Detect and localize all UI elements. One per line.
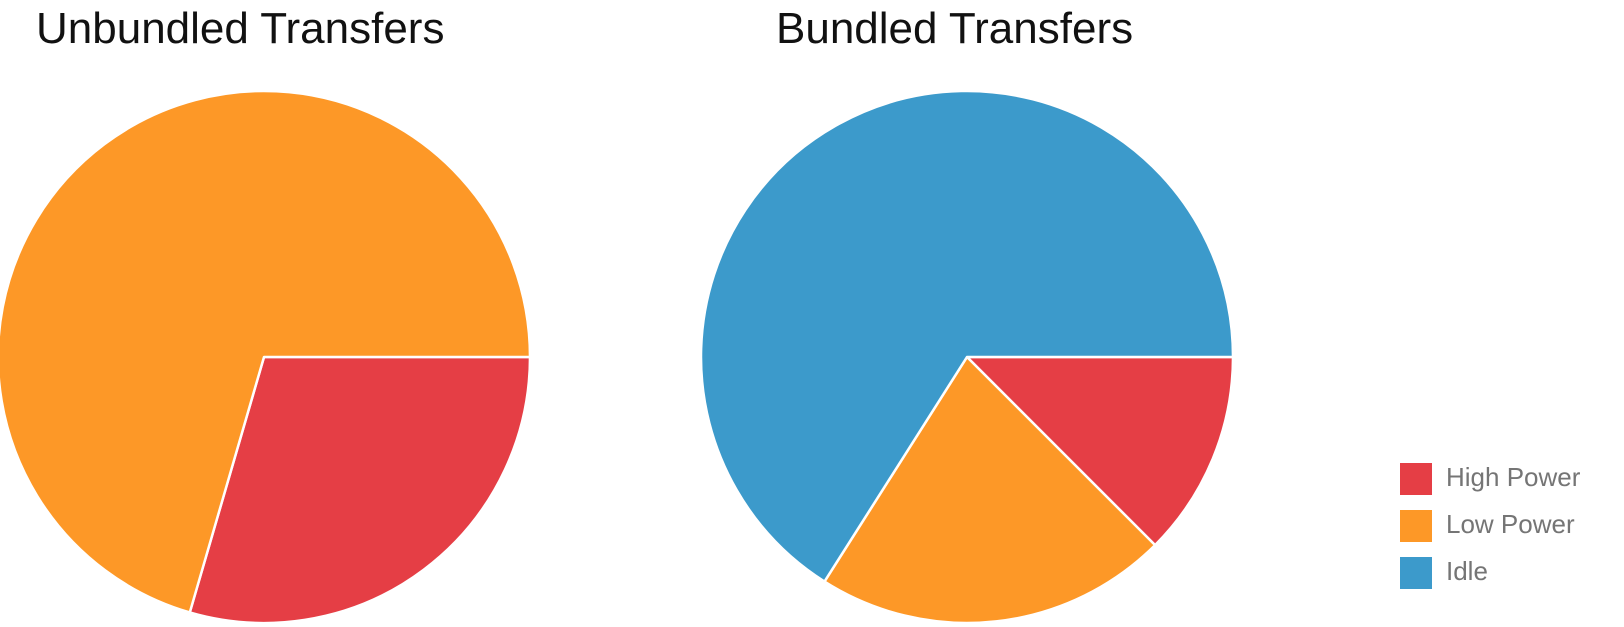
pie-slice-high-power (188, 355, 532, 625)
pie-slice-high-power (965, 355, 1235, 547)
legend-item-high-power: High Power (1400, 462, 1581, 495)
legend-label-idle: Idle (1446, 556, 1488, 586)
bundled-pie-slices (699, 89, 1235, 625)
pie-slice-idle (699, 89, 1235, 583)
unbundled-pie-slices (0, 89, 532, 625)
legend-swatch-low-power (1400, 510, 1432, 542)
pie-slice-low-power (0, 89, 532, 614)
legend-label-low-power: Low Power (1446, 509, 1575, 539)
unbundled-chart-title: Unbundled Transfers (36, 4, 444, 53)
legend-item-low-power: Low Power (1400, 509, 1575, 542)
legend: High Power Low Power Idle (1400, 462, 1581, 589)
pie-slice-low-power (823, 355, 1157, 625)
legend-item-idle: Idle (1400, 556, 1488, 589)
bundled-pie-chart: Bundled Transfers (699, 4, 1235, 625)
legend-swatch-idle (1400, 557, 1432, 589)
unbundled-pie-chart: Unbundled Transfers (0, 4, 532, 625)
legend-swatch-high-power (1400, 463, 1432, 495)
bundled-chart-title: Bundled Transfers (776, 4, 1133, 53)
legend-label-high-power: High Power (1446, 462, 1581, 492)
